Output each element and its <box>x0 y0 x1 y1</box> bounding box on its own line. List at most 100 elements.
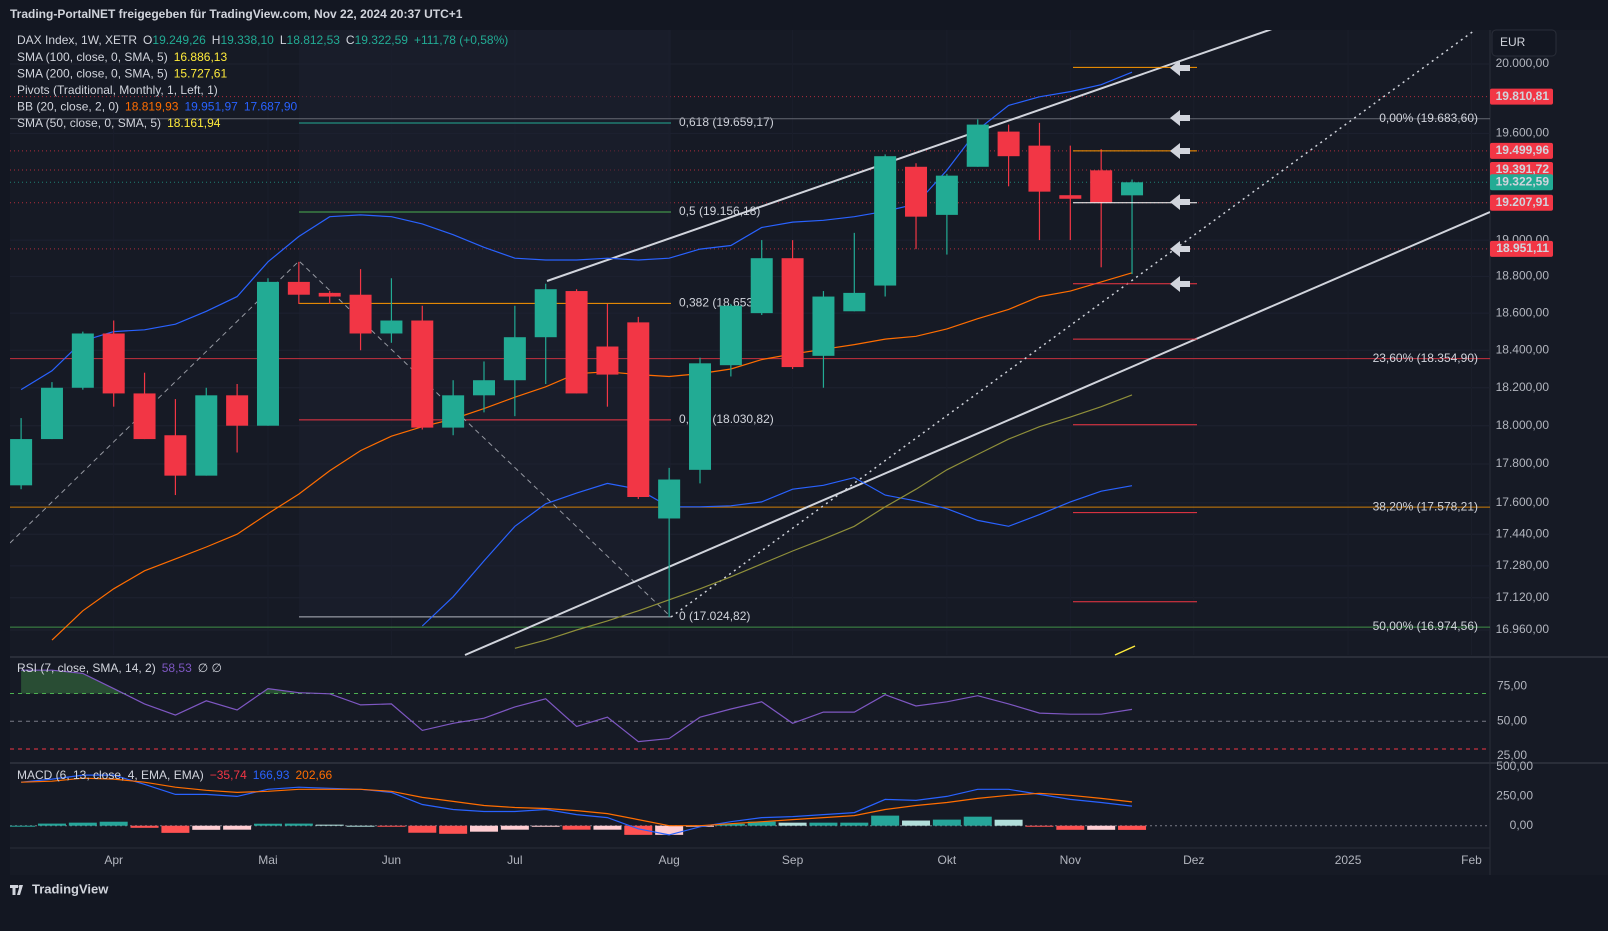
macd-hist <box>469 825 498 832</box>
macd-hist <box>68 822 97 826</box>
candle-body <box>627 322 650 498</box>
legend-item: 19.322,59 <box>355 33 409 47</box>
channel-lower <box>464 211 1490 656</box>
candle-body <box>1028 145 1051 192</box>
candle-body <box>195 395 218 476</box>
legend-item: 202,66 <box>295 768 332 782</box>
price-badge-label: 19.810,81 <box>1496 89 1550 103</box>
legend-item: −35,74 <box>210 768 247 782</box>
price-badge <box>1490 174 1553 191</box>
currency-button[interactable] <box>1491 29 1557 57</box>
fib-label: 0,382 (18.653 <box>679 296 753 310</box>
candle-body <box>781 258 804 368</box>
candle-body <box>534 289 557 338</box>
legend-line: SMA (100, close, 0, SMA, 5) 16.886,13 <box>17 50 227 64</box>
legend-item: 16.886,13 <box>174 50 228 64</box>
legend-item: 18.819,93 <box>125 100 179 114</box>
arrow <box>1170 194 1190 210</box>
candle-body <box>318 292 341 297</box>
legend-item: 19.338,10 <box>220 33 274 47</box>
macd-hist <box>1087 825 1116 830</box>
macd-hist <box>871 815 900 826</box>
macd-hist <box>192 825 221 830</box>
x-tick-label: Okt <box>938 853 957 867</box>
candle-body <box>164 435 187 476</box>
axes: 20.000,0019.600,0019.000,0018.800,0018.6… <box>104 56 1553 867</box>
y-tick-label: 16.960,00 <box>1496 622 1550 636</box>
chart-area <box>10 30 1608 875</box>
candle-body <box>503 337 526 381</box>
legend-line: DAX Index, 1W, XETR O19.249,26 H19.338,10 L… <box>17 33 508 47</box>
candle-body <box>565 291 588 394</box>
legend-item: SMA (200, close, 0, SMA, 5) <box>17 67 168 81</box>
macd-pane <box>10 774 1490 836</box>
legend-line: SMA (50, close, 0, SMA, 5) 18.161,94 <box>17 116 221 130</box>
y-tick-label: 18.800,00 <box>1496 269 1550 283</box>
legend: DAX Index, 1W, XETR O19.249,26 H19.338,10 L… <box>17 33 508 782</box>
macd-hist <box>315 824 344 826</box>
currency[interactable]: EUR <box>1500 35 1526 49</box>
candle-body <box>966 124 989 167</box>
channel-mid <box>670 30 1476 618</box>
swing-line <box>10 260 672 618</box>
indicator-line <box>20 71 1133 391</box>
macd-hist <box>408 825 437 833</box>
legend-item: +111,78 (+0,58%) <box>414 33 508 47</box>
price-badge-label: 19.322,59 <box>1496 174 1550 188</box>
x-tick-label: 2025 <box>1335 853 1362 867</box>
legend-line: Pivots (Traditional, Monthly, 1, Left, 1… <box>17 83 218 97</box>
candle-body <box>812 296 835 356</box>
logo-dot <box>18 885 22 888</box>
y-tick-label: 17.280,00 <box>1496 558 1550 572</box>
fib-label: 0,00% (19.683,60) <box>1379 111 1478 125</box>
candle-body <box>1059 195 1082 199</box>
price-badge <box>1490 142 1553 159</box>
macd-hist <box>10 825 36 827</box>
macd-hist <box>655 825 684 835</box>
price-badge-label: 19.391,72 <box>1496 162 1550 176</box>
candle-body <box>719 305 742 366</box>
macd-legend: MACD (6, 13, close, 4, EMA, EMA) −35,74 16… <box>17 768 332 782</box>
candle-body <box>40 387 63 440</box>
legend-item: H <box>212 33 221 47</box>
candle-body <box>287 281 310 295</box>
candle-body <box>689 363 712 470</box>
candle-body <box>750 258 773 314</box>
candle-body <box>349 294 372 334</box>
sma-100-stub <box>1114 645 1136 656</box>
legend-item: MACD (6, 13, close, 4, EMA, EMA) <box>17 768 204 782</box>
macd-hist <box>253 823 282 826</box>
x-tick-label: Sep <box>782 853 804 867</box>
fib-label: 23,60% (18.354,90) <box>1373 351 1478 365</box>
legend-item: BB (20, close, 2, 0) <box>17 100 119 114</box>
arrow <box>1170 143 1190 159</box>
x-tick-label: Nov <box>1060 853 1081 867</box>
indicator-line <box>51 272 1133 641</box>
macd-hist <box>902 820 931 826</box>
arrow <box>1170 110 1190 126</box>
macd-hist <box>223 825 252 830</box>
y-tick-label: 18.400,00 <box>1496 342 1550 356</box>
macd-line <box>21 774 1133 836</box>
legend-item: 18.161,94 <box>167 116 221 130</box>
candles <box>10 119 1144 617</box>
macd-tick-label: 0,00 <box>1510 818 1534 832</box>
indicator-lines <box>20 71 1133 649</box>
arrow <box>1170 60 1190 76</box>
rsi-legend: RSI (7, close, SMA, 14, 2) 58,53 ∅ ∅ <box>17 661 222 675</box>
candle-body <box>658 479 681 519</box>
rsi-tick-label: 50,00 <box>1497 713 1527 727</box>
macd-tick-label: 500,00 <box>1496 759 1533 773</box>
macd-hist <box>747 821 776 826</box>
macd-hist <box>130 825 159 828</box>
candle-body <box>997 131 1020 157</box>
macd-hist <box>778 822 807 826</box>
macd-hist <box>439 825 468 834</box>
candle-body <box>1090 170 1113 203</box>
legend-item: SMA (50, close, 0, SMA, 5) <box>17 116 161 130</box>
x-tick-label: Mai <box>258 853 277 867</box>
legend-item: 18.812,53 <box>287 33 341 47</box>
signal-line <box>21 777 1133 827</box>
legend-item: RSI (7, close, SMA, 14, 2) <box>17 661 156 675</box>
rsi-tick-label: 75,00 <box>1497 679 1527 693</box>
